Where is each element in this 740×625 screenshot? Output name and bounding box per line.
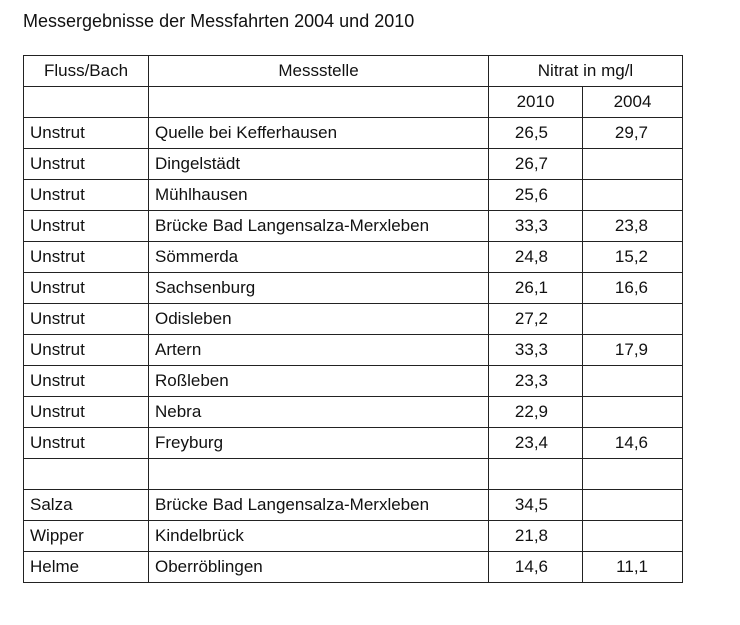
header-river: Fluss/Bach	[23, 55, 149, 87]
station-cell: Brücke Bad Langensalza-Merxleben	[148, 210, 489, 242]
subheader-empty	[148, 86, 489, 118]
station-cell: Kindelbrück	[148, 520, 489, 552]
nitrate-2004-cell: 17,9	[582, 334, 683, 366]
nitrate-2004-cell: 14,6	[582, 427, 683, 459]
station-cell: Freyburg	[148, 427, 489, 459]
subheader-row: 2010 2004	[23, 86, 683, 118]
nitrate-2010-cell: 26,1	[488, 272, 583, 304]
nitrate-2010-cell: 26,5	[488, 117, 583, 149]
table-row: Helme Oberröblingen 14,6 11,1	[23, 551, 683, 583]
nitrate-2004-cell: 16,6	[582, 272, 683, 304]
table-row: Unstrut Quelle bei Kefferhausen 26,5 29,7	[23, 117, 683, 149]
table-row: Unstrut Mühlhausen 25,6	[23, 179, 683, 211]
table-row: Wipper Kindelbrück 21,8	[23, 520, 683, 552]
header-station: Messstelle	[148, 55, 489, 87]
river-cell: Unstrut	[23, 303, 149, 335]
nitrate-2004-cell	[582, 489, 683, 521]
nitrate-2010-cell: 24,8	[488, 241, 583, 273]
nitrate-2010-cell	[488, 458, 583, 490]
nitrate-2004-cell	[582, 179, 683, 211]
river-cell: Unstrut	[23, 210, 149, 242]
nitrate-2010-cell: 33,3	[488, 210, 583, 242]
table-row: Unstrut Dingelstädt 26,7	[23, 148, 683, 180]
header-year-2010: 2010	[488, 86, 583, 118]
nitrate-2010-cell: 26,7	[488, 148, 583, 180]
nitrate-2004-cell	[582, 148, 683, 180]
nitrate-2010-cell: 33,3	[488, 334, 583, 366]
station-cell: Odisleben	[148, 303, 489, 335]
nitrate-2010-cell: 14,6	[488, 551, 583, 583]
table-row: Unstrut Odisleben 27,2	[23, 303, 683, 335]
river-cell: Helme	[23, 551, 149, 583]
table-row: Unstrut Nebra 22,9	[23, 396, 683, 428]
station-cell: Sachsenburg	[148, 272, 489, 304]
nitrate-2010-cell: 23,4	[488, 427, 583, 459]
nitrate-2010-cell: 22,9	[488, 396, 583, 428]
table-row: Unstrut Brücke Bad Langensalza-Merxleben 3…	[23, 210, 683, 242]
river-cell: Unstrut	[23, 365, 149, 397]
station-cell: Quelle bei Kefferhausen	[148, 117, 489, 149]
river-cell: Salza	[23, 489, 149, 521]
river-cell: Unstrut	[23, 334, 149, 366]
header-row: Fluss/Bach Messstelle Nitrat in mg/l	[23, 55, 683, 87]
nitrate-2010-cell: 34,5	[488, 489, 583, 521]
header-year-2004: 2004	[582, 86, 683, 118]
table-row: Unstrut Freyburg 23,4 14,6	[23, 427, 683, 459]
table-row: Unstrut Sachsenburg 26,1 16,6	[23, 272, 683, 304]
river-cell: Unstrut	[23, 427, 149, 459]
table-row: Unstrut Roßleben 23,3	[23, 365, 683, 397]
river-cell: Unstrut	[23, 148, 149, 180]
river-cell: Wipper	[23, 520, 149, 552]
nitrate-2004-cell	[582, 458, 683, 490]
subheader-empty	[23, 86, 149, 118]
river-cell: Unstrut	[23, 272, 149, 304]
nitrate-2004-cell: 23,8	[582, 210, 683, 242]
nitrate-2010-cell: 25,6	[488, 179, 583, 211]
table-row: Unstrut Sömmerda 24,8 15,2	[23, 241, 683, 273]
nitrate-2004-cell: 11,1	[582, 551, 683, 583]
nitrate-2004-cell	[582, 520, 683, 552]
nitrate-2004-cell	[582, 303, 683, 335]
station-cell: Nebra	[148, 396, 489, 428]
nitrate-results-table: Fluss/Bach Messstelle Nitrat in mg/l 201…	[23, 55, 683, 583]
station-cell: Mühlhausen	[148, 179, 489, 211]
river-cell: Unstrut	[23, 179, 149, 211]
table-row	[23, 458, 683, 490]
station-cell: Oberröblingen	[148, 551, 489, 583]
river-cell	[23, 458, 149, 490]
document-title: Messergebnisse der Messfahrten 2004 und …	[23, 11, 415, 31]
nitrate-2004-cell	[582, 365, 683, 397]
nitrate-2010-cell: 21,8	[488, 520, 583, 552]
nitrate-2004-cell: 15,2	[582, 241, 683, 273]
nitrate-2010-cell: 27,2	[488, 303, 583, 335]
station-cell: Sömmerda	[148, 241, 489, 273]
table-row: Unstrut Artern 33,3 17,9	[23, 334, 683, 366]
river-cell: Unstrut	[23, 117, 149, 149]
river-cell: Unstrut	[23, 241, 149, 273]
table-row: Salza Brücke Bad Langensalza-Merxleben 34,…	[23, 489, 683, 521]
station-cell: Dingelstädt	[148, 148, 489, 180]
station-cell: Roßleben	[148, 365, 489, 397]
station-cell	[148, 458, 489, 490]
nitrate-2010-cell: 23,3	[488, 365, 583, 397]
nitrate-2004-cell: 29,7	[582, 117, 683, 149]
station-cell: Artern	[148, 334, 489, 366]
header-nitrate: Nitrat in mg/l	[488, 55, 683, 87]
nitrate-2004-cell	[582, 396, 683, 428]
station-cell: Brücke Bad Langensalza-Merxleben	[148, 489, 489, 521]
river-cell: Unstrut	[23, 396, 149, 428]
